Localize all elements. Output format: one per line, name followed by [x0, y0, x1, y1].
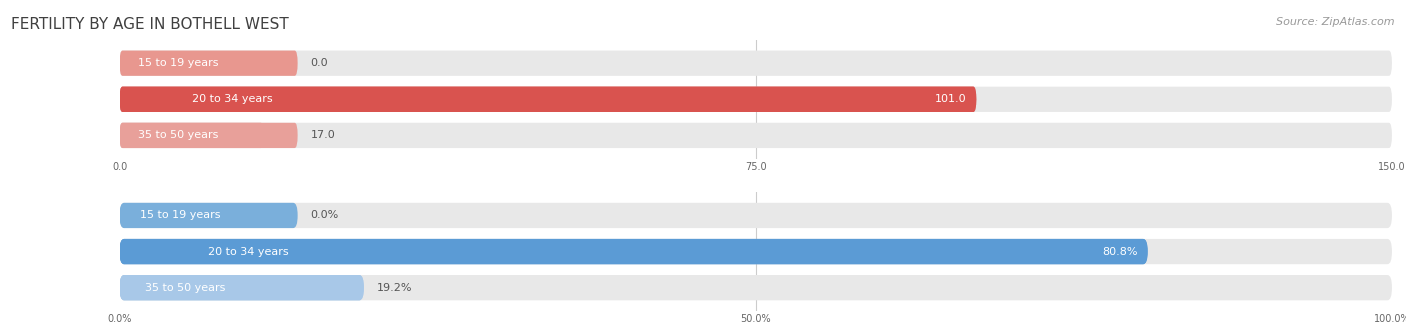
Text: Source: ZipAtlas.com: Source: ZipAtlas.com — [1277, 17, 1395, 26]
Text: 15 to 19 years: 15 to 19 years — [141, 211, 221, 220]
FancyBboxPatch shape — [120, 87, 1392, 112]
Text: FERTILITY BY AGE IN BOTHELL WEST: FERTILITY BY AGE IN BOTHELL WEST — [11, 17, 290, 31]
Text: 0.0: 0.0 — [311, 58, 328, 68]
FancyBboxPatch shape — [120, 275, 364, 300]
FancyBboxPatch shape — [120, 203, 1392, 228]
Text: 101.0: 101.0 — [935, 94, 966, 104]
FancyBboxPatch shape — [120, 51, 298, 76]
FancyBboxPatch shape — [120, 123, 298, 148]
FancyBboxPatch shape — [120, 87, 976, 112]
FancyBboxPatch shape — [120, 239, 1147, 264]
Text: 17.0: 17.0 — [311, 130, 335, 140]
FancyBboxPatch shape — [120, 203, 298, 228]
FancyBboxPatch shape — [120, 51, 1392, 76]
FancyBboxPatch shape — [120, 123, 1392, 148]
Text: 20 to 34 years: 20 to 34 years — [193, 94, 273, 104]
Text: 20 to 34 years: 20 to 34 years — [208, 247, 288, 257]
FancyBboxPatch shape — [120, 87, 976, 112]
Text: 35 to 50 years: 35 to 50 years — [145, 283, 226, 293]
FancyBboxPatch shape — [120, 275, 364, 300]
FancyBboxPatch shape — [120, 275, 1392, 300]
Text: 19.2%: 19.2% — [377, 283, 412, 293]
Text: 35 to 50 years: 35 to 50 years — [138, 130, 218, 140]
FancyBboxPatch shape — [120, 123, 264, 148]
FancyBboxPatch shape — [120, 239, 1147, 264]
Text: 0.0%: 0.0% — [311, 211, 339, 220]
Text: 80.8%: 80.8% — [1102, 247, 1137, 257]
Text: 15 to 19 years: 15 to 19 years — [138, 58, 218, 68]
FancyBboxPatch shape — [120, 239, 1392, 264]
